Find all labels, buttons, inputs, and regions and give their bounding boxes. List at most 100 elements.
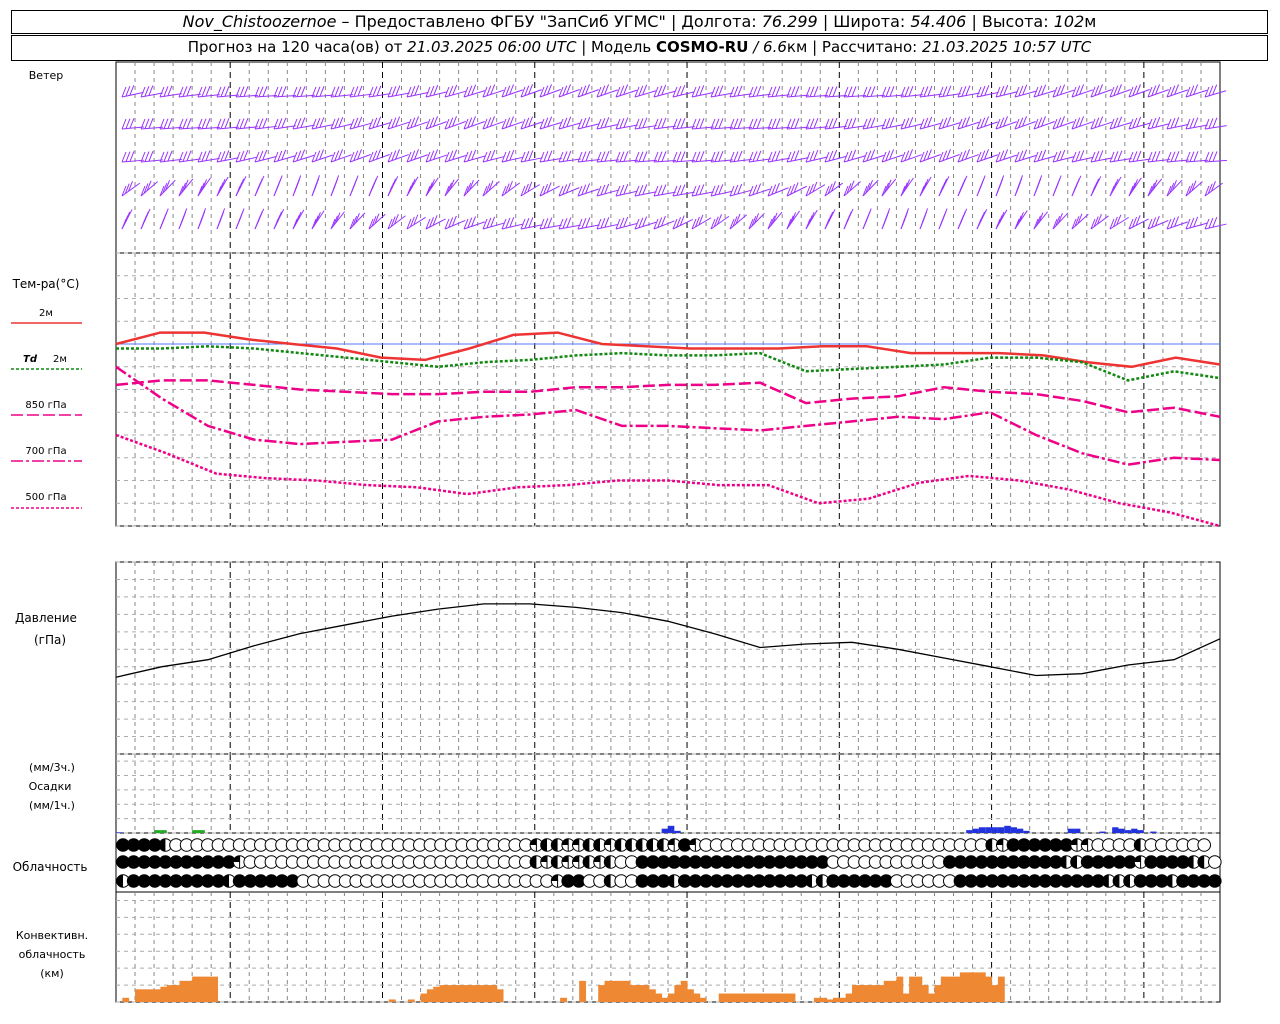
wind-barb-feather — [691, 86, 697, 98]
cloud-symbol-half — [614, 838, 622, 852]
wind-barb-feather — [311, 151, 317, 163]
wind-barb-shaft — [805, 94, 828, 98]
wind-barb-feather — [1189, 118, 1195, 129]
t500-legend-label: 500 гПа — [25, 492, 66, 503]
wind-barb-feather — [862, 185, 868, 197]
wind-barb-feather — [961, 117, 967, 128]
wind-barb-feather — [1154, 215, 1160, 227]
wind-barb-shaft — [577, 159, 600, 163]
wind-barb-feather — [1207, 183, 1213, 194]
wind-barb-feather — [1074, 216, 1080, 227]
wind-barb-shaft — [691, 217, 712, 230]
wind-barb-feather — [165, 180, 171, 191]
wind-barb-feather — [1033, 151, 1039, 163]
wind-barb-feather — [980, 211, 985, 223]
wind-barb-feather — [577, 185, 583, 197]
wind-barb-feather — [471, 84, 477, 95]
wind-barb-shaft — [1033, 121, 1055, 130]
wind-barb-feather — [851, 86, 857, 97]
wind-barb-feather — [619, 118, 625, 129]
wind-barb-feather — [900, 151, 906, 163]
wind-barb-feather — [585, 183, 591, 194]
conv-bar — [452, 985, 460, 1002]
wind-barb-feather — [980, 117, 986, 128]
wind-barb-feather — [178, 151, 184, 163]
wind-barb-shaft — [672, 91, 695, 98]
wind-barb-feather — [547, 84, 552, 95]
wind-barb-feather — [1212, 117, 1218, 128]
wind-barb-shaft — [558, 122, 581, 130]
wind-barb-feather — [471, 116, 476, 127]
wind-barb-shaft — [1128, 158, 1151, 163]
wind-barb-feather — [661, 84, 667, 96]
wind-barb-shaft — [672, 191, 695, 197]
wind-barb-feather — [451, 215, 457, 227]
wind-barb-feather — [767, 151, 773, 163]
conv-bar — [902, 993, 910, 1002]
wind-barb-shaft — [387, 215, 406, 230]
pressure-line — [115, 603, 1221, 678]
wind-barb-feather — [729, 185, 735, 197]
wind-barb-shaft — [634, 125, 657, 130]
wind-barb-shaft — [976, 154, 998, 163]
wind-barb-feather — [218, 182, 224, 193]
cloud-symbol-half — [1102, 874, 1109, 888]
wind-barb-feather — [167, 85, 173, 96]
conv-bar — [813, 997, 821, 1002]
lat-value: 54.406 — [910, 12, 967, 31]
wind-barb-shaft — [444, 121, 466, 130]
wind-barb-feather — [828, 86, 834, 97]
wind-barb-shaft — [1052, 89, 1075, 98]
conv-bar — [642, 985, 650, 1002]
wind-barb-feather — [997, 215, 1003, 226]
wind-barb-feather — [672, 185, 678, 197]
wind-barb-feather — [528, 84, 533, 95]
conv-bar — [388, 999, 396, 1002]
calc-time: 21.03.2025 10:57 UTC — [922, 38, 1092, 56]
wind-barb-feather — [334, 117, 340, 129]
wind-barb-feather — [870, 86, 876, 97]
wind-barb-feather — [501, 151, 507, 163]
wind-barb-feather — [448, 85, 454, 97]
wind-barb-shaft — [1185, 181, 1203, 197]
wind-barb-feather — [1204, 86, 1210, 98]
wind-barb-feather — [1018, 117, 1024, 128]
cloud-symbol-half — [159, 838, 166, 852]
wind-barb-feather — [1212, 217, 1218, 228]
wind-barb-shaft — [444, 90, 467, 98]
wind-barb-feather — [276, 178, 282, 189]
wind-barb-feather — [143, 211, 149, 222]
wind-barb-feather — [520, 218, 526, 230]
wind-barb-feather — [961, 150, 967, 161]
wind-barb-feather — [524, 151, 530, 162]
wind-barb-feather — [786, 218, 792, 230]
wind-barb-feather — [1055, 215, 1061, 227]
conv-bar — [154, 989, 161, 1002]
cloud-symbol-half — [1113, 874, 1120, 888]
conv-bar — [972, 972, 980, 1002]
wind-barb-feather — [452, 116, 457, 127]
wind-barb-feather — [714, 86, 720, 97]
wind-barb-shaft — [1128, 89, 1150, 98]
cloud-symbol-half — [816, 874, 823, 888]
alt-unit: м — [1084, 12, 1097, 31]
wind-barb-feather — [1193, 84, 1199, 95]
conv-bar — [699, 997, 707, 1002]
wind-barb-feather — [794, 118, 800, 129]
wind-barb-feather — [775, 85, 781, 97]
cloud-symbol-quarter — [530, 838, 537, 845]
wind-barb-feather — [691, 118, 697, 130]
wind-barb-feather — [140, 151, 146, 163]
wind-barb-shaft — [862, 154, 885, 163]
wind-barb-shaft — [1071, 213, 1089, 230]
wind-barb-feather — [501, 86, 507, 98]
conv-bar — [477, 985, 485, 1002]
wind-barb-feather — [546, 182, 552, 193]
cloud-symbol — [1208, 855, 1222, 869]
wind-barb-feather — [881, 185, 887, 197]
wind-barb-feather — [121, 86, 127, 98]
wind-barb-feather — [596, 151, 602, 163]
conv-bar — [928, 993, 935, 1002]
wind-barb-feather — [824, 185, 830, 197]
wind-barb-feather — [395, 85, 401, 96]
